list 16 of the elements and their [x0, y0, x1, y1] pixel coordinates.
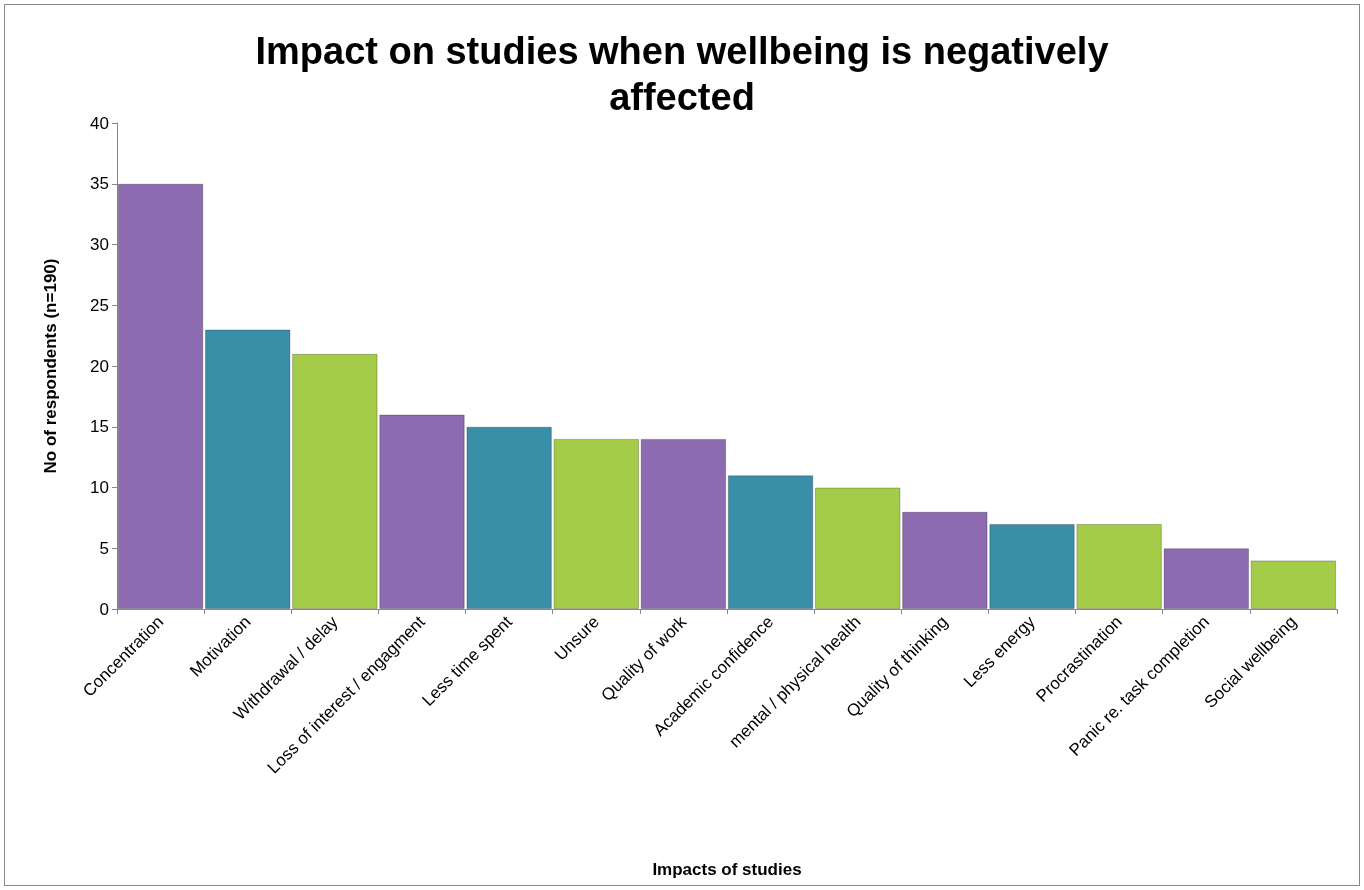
bar: [1250, 560, 1337, 609]
y-tick-label: 40: [90, 113, 109, 133]
bar: [640, 438, 727, 609]
y-tick-label: 0: [99, 599, 109, 619]
y-tick-label: 10: [90, 478, 109, 497]
y-tick-label: 30: [90, 235, 109, 254]
y-axis-title: No of respondents (n=190): [41, 258, 60, 474]
chart-title: Impact on studies when wellbeing is negatively affected: [255, 30, 1109, 118]
y-tick-label: 20: [90, 356, 109, 376]
bar: [117, 183, 204, 609]
bar: [727, 475, 814, 609]
x-axis-title: Impacts of studies: [652, 860, 802, 879]
y-tick-label: 35: [90, 174, 109, 194]
y-tick-label: 15: [90, 417, 109, 437]
y-tick-label: 5: [99, 538, 109, 558]
y-tick-label: 25: [90, 295, 109, 315]
